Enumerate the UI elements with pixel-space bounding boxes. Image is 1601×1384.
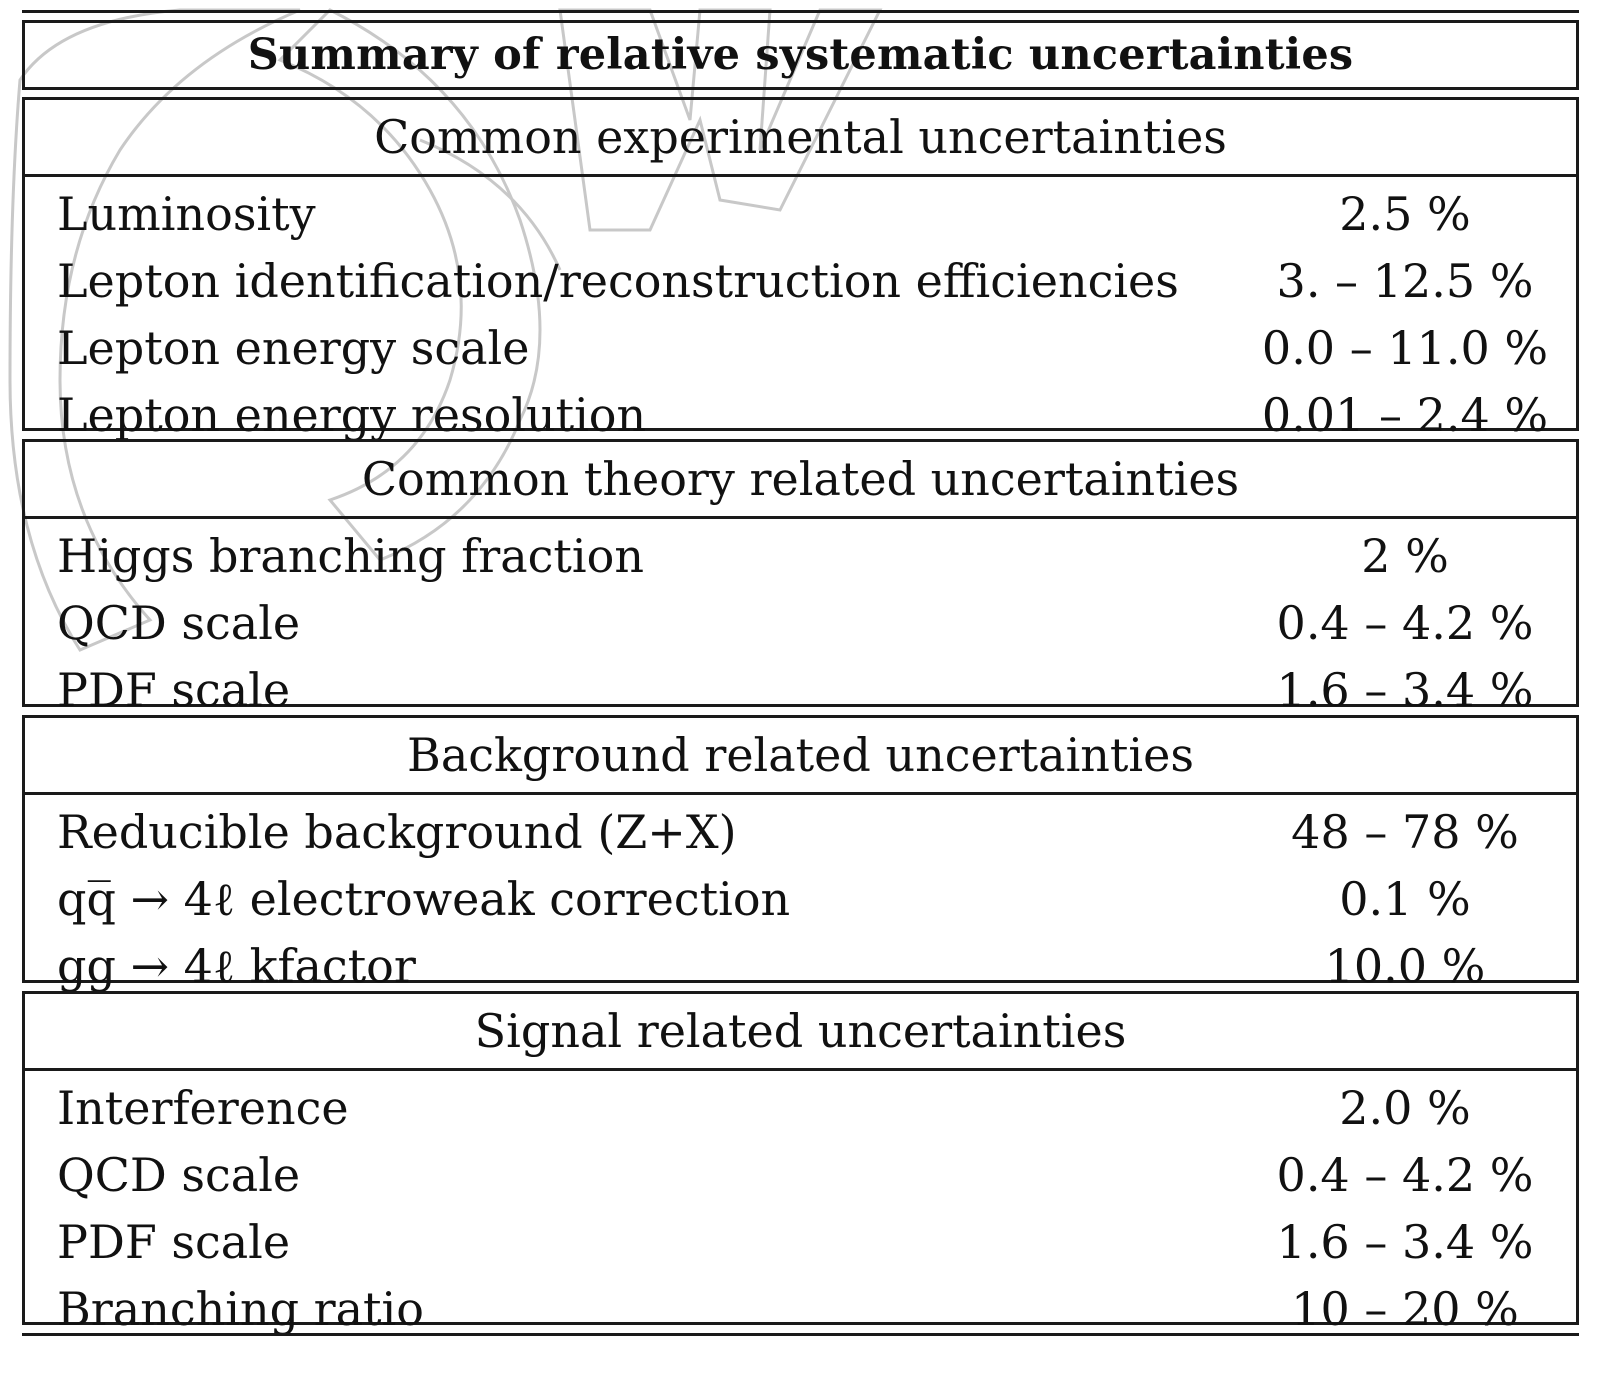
row-label: Lepton identification/reconstruction eff… <box>57 254 1179 308</box>
table-row: Reducible background (Z+X) 48 – 78 % <box>25 799 1576 866</box>
row-label: Lepton energy resolution <box>57 388 647 442</box>
row-label: qq̅ → 4ℓ electroweak correction <box>57 872 791 926</box>
section-header: Common experimental uncertainties <box>25 100 1576 177</box>
row-value: 2 % <box>1361 529 1449 583</box>
table-row: Higgs branching fraction 2 % <box>25 523 1576 590</box>
row-label: PDF scale <box>57 663 291 717</box>
table-title-box: Summary of relative systematic uncertain… <box>22 20 1579 90</box>
bottom-rule <box>22 1333 1579 1336</box>
row-value: 0.1 % <box>1339 872 1471 926</box>
table-row: qq̅ → 4ℓ electroweak correction 0.1 % <box>25 866 1576 933</box>
table-row: PDF scale 1.6 – 3.4 % <box>25 657 1576 724</box>
table-row: Lepton energy scale 0.0 – 11.0 % <box>25 315 1576 382</box>
row-label: gg → 4ℓ kfactor <box>57 939 416 993</box>
row-value: 3. – 12.5 % <box>1276 254 1534 308</box>
row-label: PDF scale <box>57 1215 291 1269</box>
table-title: Summary of relative systematic uncertain… <box>247 29 1354 80</box>
section-header: Common theory related uncertainties <box>25 442 1576 519</box>
table-row: Interference 2.0 % <box>25 1075 1576 1142</box>
row-value: 0.0 – 11.0 % <box>1261 321 1549 375</box>
section-theory: Common theory related uncertainties Higg… <box>22 439 1579 717</box>
table-row: Lepton identification/reconstruction eff… <box>25 248 1576 315</box>
row-value: 0.4 – 4.2 % <box>1276 1148 1534 1202</box>
section-header: Background related uncertainties <box>25 718 1576 795</box>
row-label: Branching ratio <box>57 1282 424 1336</box>
row-value: 1.6 – 3.4 % <box>1276 1215 1534 1269</box>
row-label: Interference <box>57 1081 349 1135</box>
table-row: Lepton energy resolution 0.01 – 2.4 % <box>25 382 1576 449</box>
table-row: QCD scale 0.4 – 4.2 % <box>25 1142 1576 1209</box>
table-row: gg → 4ℓ kfactor 10.0 % <box>25 933 1576 1000</box>
row-label: Luminosity <box>57 187 316 241</box>
section-signal: Signal related uncertainties Interferenc… <box>22 991 1579 1336</box>
section-experimental: Common experimental uncertainties Lumino… <box>22 97 1579 442</box>
row-value: 0.01 – 2.4 % <box>1261 388 1549 442</box>
top-rule <box>22 10 1579 13</box>
table-row: Branching ratio 10 – 20 % <box>25 1276 1576 1343</box>
row-value: 2.5 % <box>1339 187 1471 241</box>
row-label: Lepton energy scale <box>57 321 530 375</box>
row-label: Higgs branching fraction <box>57 529 644 583</box>
table-row: QCD scale 0.4 – 4.2 % <box>25 590 1576 657</box>
row-value: 10 – 20 % <box>1291 1282 1519 1336</box>
section-header: Signal related uncertainties <box>25 994 1576 1071</box>
table-row: Luminosity 2.5 % <box>25 181 1576 248</box>
row-value: 1.6 – 3.4 % <box>1276 663 1534 717</box>
row-label: QCD scale <box>57 596 301 650</box>
row-value: 10.0 % <box>1324 939 1486 993</box>
row-label: QCD scale <box>57 1148 301 1202</box>
section-background: Background related uncertainties Reducib… <box>22 715 1579 993</box>
row-value: 0.4 – 4.2 % <box>1276 596 1534 650</box>
row-value: 48 – 78 % <box>1291 805 1519 859</box>
row-value: 2.0 % <box>1339 1081 1471 1135</box>
row-label: Reducible background (Z+X) <box>57 805 737 859</box>
table-row: PDF scale 1.6 – 3.4 % <box>25 1209 1576 1276</box>
